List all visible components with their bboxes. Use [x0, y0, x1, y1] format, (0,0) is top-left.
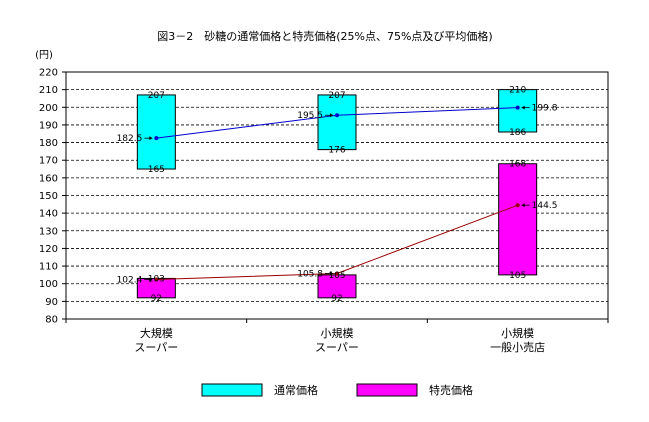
- quartile-boxes: [136, 89, 538, 299]
- x-category-label-line: 一般小売店: [490, 340, 545, 354]
- box-regular: [317, 94, 357, 151]
- y-tick-label: 90: [45, 297, 58, 308]
- mean-label: 144.5: [532, 201, 558, 211]
- mean-label: 182.5: [117, 134, 143, 144]
- q25-label: 165: [148, 165, 165, 175]
- y-tick-label: 110: [39, 262, 58, 273]
- mean-label-arrow: [521, 203, 525, 208]
- y-tick-label: 170: [39, 156, 58, 167]
- x-category-label-line: 大規模: [140, 326, 173, 340]
- mean-line-sale: [156, 204, 518, 280]
- data-labels: 207 207 210 165 176 186 182.5 195.5 199.8 103 105 1…: [117, 86, 558, 304]
- mean-point: [515, 105, 520, 110]
- mean-label-arrow: [330, 113, 333, 118]
- mean-label-arrow: [149, 136, 153, 141]
- y-tick-label: 200: [39, 103, 58, 114]
- q25-label: 105: [509, 271, 526, 281]
- q75-label: 210: [509, 86, 526, 96]
- y-tick-label: 160: [39, 173, 58, 184]
- y-tick-label: 100: [39, 279, 58, 290]
- mean-label: 199.8: [532, 104, 558, 114]
- y-tick-label: 220: [39, 68, 58, 79]
- y-tick-label: 210: [39, 85, 58, 96]
- x-category-label-line: 小規模: [501, 326, 534, 340]
- y-tick-label: 80: [45, 315, 58, 326]
- box-regular: [498, 89, 538, 133]
- q25-label: 176: [328, 146, 345, 156]
- x-category-label-line: スーパー: [315, 341, 359, 354]
- y-tick-label: 120: [39, 244, 58, 255]
- x-category-label: 小規模一般小売店: [490, 326, 545, 354]
- legend-swatch-regular: [201, 383, 263, 397]
- legend-label-regular: 通常価格: [274, 383, 318, 397]
- mean-label-arrow: [149, 277, 153, 282]
- mean-points: [154, 105, 520, 282]
- y-tick-label: 180: [39, 138, 58, 149]
- x-category-label-line: 小規模: [321, 326, 354, 340]
- chart-title: 図3－2 砂糖の通常価格と特売価格(25%点、75%点及び平均価格): [157, 29, 492, 43]
- mean-label: 102.4: [117, 275, 143, 285]
- y-tick-label: 140: [39, 209, 58, 220]
- mean-point: [335, 113, 339, 118]
- box-sale: [498, 163, 538, 276]
- q25-label: 92: [151, 294, 162, 304]
- mean-label-arrow: [521, 105, 525, 110]
- axes: [62, 71, 609, 323]
- x-category-label: 大規模スーパー: [134, 326, 178, 354]
- q75-label: 105: [328, 271, 345, 281]
- q25-label: 186: [509, 128, 526, 138]
- legend-label-sale: 特売価格: [429, 383, 473, 397]
- q75-label: 168: [509, 160, 526, 170]
- mean-point: [154, 136, 159, 141]
- q75-label: 207: [148, 91, 165, 101]
- legend: 通常価格 特売価格: [201, 383, 473, 397]
- mean-label-arrow: [330, 271, 333, 276]
- q25-label: 92: [331, 294, 342, 304]
- q75-label: 103: [148, 274, 165, 284]
- y-tick-label: 150: [39, 191, 58, 202]
- y-tick-label: 190: [39, 120, 58, 131]
- q75-label: 207: [328, 91, 345, 101]
- x-category-label-line: スーパー: [134, 341, 178, 354]
- mean-point: [335, 271, 339, 276]
- y-axis-unit-label: (円): [35, 50, 53, 61]
- mean-point: [154, 277, 159, 282]
- mean-point: [515, 203, 520, 208]
- mean-label: 195.5: [297, 111, 323, 121]
- y-tick-label: 130: [39, 226, 58, 237]
- box-regular: [136, 94, 176, 170]
- legend-swatch-sale: [356, 383, 418, 397]
- x-category-label: 小規模スーパー: [315, 326, 359, 354]
- mean-label: 105.8: [297, 269, 323, 279]
- y-tick-labels: 80 90 100 110 120 130 140 150 160 170 180 190 200 210…: [39, 68, 58, 326]
